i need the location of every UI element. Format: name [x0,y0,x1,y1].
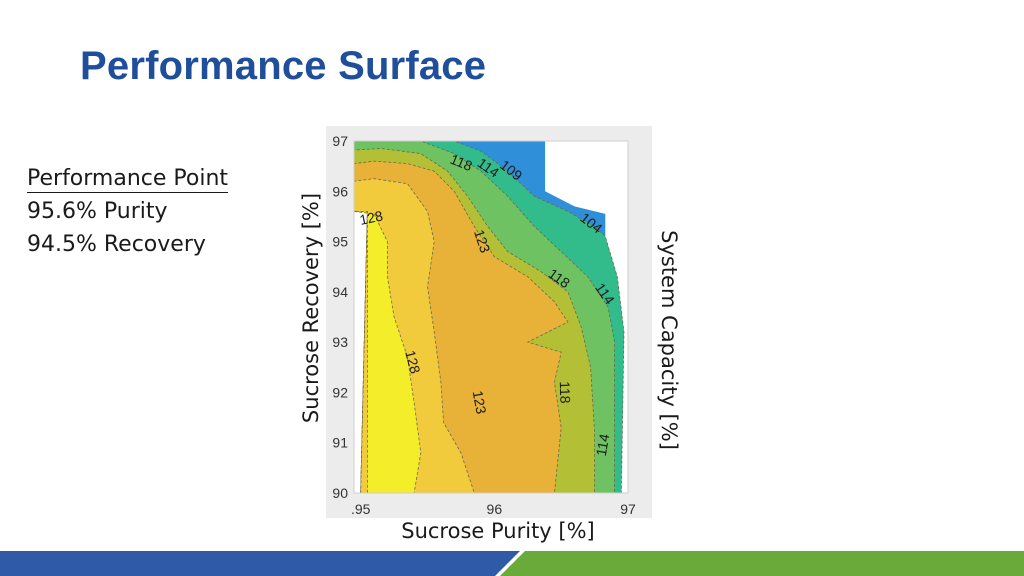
contour-label: 118 [557,381,574,404]
y-tick-label: 92 [332,384,348,400]
info-heading: Performance Point [27,166,229,193]
performance-point-info: Performance Point 95.6% Purity 94.5% Rec… [27,162,229,261]
y-tick-label: 95 [332,234,348,250]
slide-title: Performance Surface [80,44,487,88]
contour-label: 118 [448,151,475,174]
footer-bar-green [500,551,1024,576]
contour-label: 123 [470,389,490,415]
colorbar-label: System Capacity [%] [657,230,681,450]
contour-label: 128 [402,349,424,376]
y-tick-label: 93 [332,334,348,350]
y-tick-label: 96 [332,183,348,199]
x-tick-label: .95 [351,501,371,517]
y-tick-label: 97 [332,133,348,149]
y-axis-label: Sucrose Recovery [%] [299,192,323,424]
contour-label: 114 [593,432,613,457]
x-tick-label: 97 [620,501,636,517]
contour-label: 123 [471,228,494,255]
contour-label: 128 [358,207,384,228]
recovery-value: 94.5% Recovery [27,232,206,257]
region-128-plus [353,211,422,494]
x-tick-label: 96 [487,501,503,517]
y-tick-label: 91 [332,435,348,451]
footer-bar-blue [0,551,520,576]
contour-chart: 90 91 92 93 94 95 96 97.95 96 97 118 114 109 104 128 12… [326,126,652,518]
y-tick-label: 90 [332,485,348,501]
plot-frame [353,140,629,494]
y-tick-label: 94 [332,284,348,300]
x-axis-label: Sucrose Purity [%] [401,519,595,543]
purity-value: 95.6% Purity [27,199,168,224]
